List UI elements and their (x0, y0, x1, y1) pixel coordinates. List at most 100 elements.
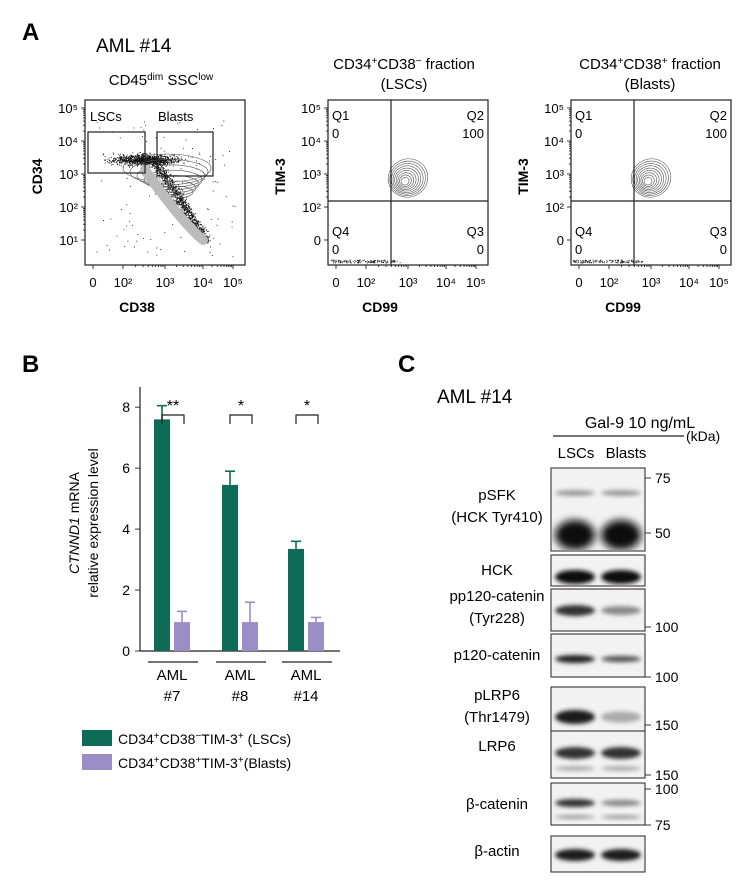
x-axis-label: CD99 (362, 299, 398, 315)
scatter-dots (331, 259, 401, 264)
density-contour (387, 158, 429, 198)
y-axis-label: CTNND1 mRNA (66, 471, 82, 574)
blot-frame (550, 633, 646, 678)
blot-7: β-catenin 100 75 (466, 781, 679, 833)
quadrant-name: Q4 (575, 224, 592, 239)
density-tail (140, 165, 208, 245)
kda-marker-label: 75 (655, 470, 671, 486)
blot-label: β-catenin (466, 796, 528, 813)
quadrant-value: 100 (462, 126, 484, 141)
density-contour (643, 177, 653, 186)
significance-mark: * (304, 398, 310, 415)
legend-label: CD34+CD38−TIM-3+ (LSCs) (118, 731, 291, 748)
y-axis-label-line2: relative expression level (85, 448, 101, 597)
blot-4: p120-catenin 100 (454, 633, 679, 685)
bar-blasts (174, 622, 190, 651)
x-tick-label: 10² (357, 275, 376, 290)
group-label: AML (291, 667, 322, 684)
blot-label: HCK (481, 562, 513, 579)
kda-marker-label: 150 (655, 767, 679, 783)
blot-1: pSFK (HCK Tyr410) 75 50 (451, 467, 671, 552)
gate-blasts (156, 131, 214, 177)
density-contour (638, 170, 660, 190)
density-contour (395, 170, 417, 190)
panel-b-letter: B (22, 351, 39, 378)
quadrant-name: Q2 (467, 108, 484, 123)
blot-6: LRP6 150 (478, 730, 679, 783)
density-contour (642, 174, 655, 187)
flow-plot-subtitle: (LSCs) (381, 76, 428, 93)
x-tick-label: 10⁵ (466, 275, 486, 290)
flow-plot-title: CD45dim SSClow (109, 72, 214, 90)
kda-marker-label: 50 (655, 525, 671, 541)
x-tick-label: 10⁵ (709, 275, 729, 290)
bar-blasts (308, 622, 324, 651)
band-lscs (555, 570, 595, 584)
quadrant-name: Q4 (332, 224, 349, 239)
scatter-dots (96, 120, 236, 258)
x-tick-label: 10² (600, 275, 619, 290)
bar-chart: 0 2 4 6 8 CTNND1 mRNA relative expression leve… (66, 387, 340, 771)
y-tick-label: 10³ (545, 167, 564, 182)
x-tick-label: 0 (89, 275, 96, 290)
y-axis-label: CD34 (29, 158, 45, 194)
band-lscs (555, 766, 595, 771)
y-tick-label: 2 (122, 582, 130, 598)
y-tick-label: 10¹ (59, 233, 78, 248)
lane-label-lscs: LSCs (558, 445, 595, 462)
quadrant-name: Q3 (467, 224, 484, 239)
kda-marker-label: 150 (655, 717, 679, 733)
density-contour (637, 167, 662, 192)
band-blasts (601, 490, 641, 496)
significance-bracket (229, 414, 253, 424)
band-lscs (555, 815, 595, 819)
y-tick-label: 0 (122, 643, 130, 659)
y-tick-label: 8 (122, 399, 130, 415)
flow-plots: CD45dim SSClow 10⁵ 10⁴ 10³ 10² 10¹ 0 10² 10³ 10⁴ 1… (29, 56, 732, 315)
scatter-dots (573, 259, 644, 264)
x-tick-label: 0 (332, 275, 339, 290)
band-lscs (555, 490, 595, 496)
group-label: #8 (232, 688, 249, 705)
legend-swatch (82, 754, 112, 770)
band-blasts (601, 815, 641, 819)
significance-bracket (295, 414, 319, 424)
quadrant-name: Q3 (710, 224, 727, 239)
x-tick-label: 10² (114, 275, 133, 290)
blot-label: LRP6 (478, 738, 516, 755)
quadrant-value: 0 (575, 242, 582, 257)
bar-lscs (154, 419, 170, 651)
flow-plot-subtitle: (Blasts) (625, 76, 676, 93)
bar-lscs (288, 548, 304, 651)
blot-3: pp120-catenin (Tyr228) 100 (449, 588, 678, 635)
events (573, 158, 672, 264)
density-contour (400, 177, 410, 186)
quadrant-value: 0 (575, 126, 582, 141)
events (96, 120, 236, 258)
blot-label: (Thr1479) (464, 709, 530, 726)
bar-lscs (222, 484, 238, 651)
plot-frame (327, 99, 489, 266)
x-tick-label: 10³ (156, 275, 175, 290)
western-blots: Gal-9 10 ng/mL(kDa) LSCs Blasts pSFK (HCK Ty… (449, 415, 720, 873)
quadrant-value: 100 (705, 126, 727, 141)
plot-frame (570, 99, 732, 266)
y-tick-label: 10⁵ (544, 101, 564, 116)
blot-label: β-actin (474, 843, 519, 860)
y-tick-label: 10⁵ (58, 101, 78, 116)
blot-8: β-actin (474, 835, 646, 873)
quadrant-value: 0 (332, 242, 339, 257)
gate-label-blasts: Blasts (158, 109, 194, 124)
x-tick-label: 10⁵ (223, 275, 243, 290)
band-blasts (601, 766, 641, 771)
kda-unit: (kDa) (686, 428, 720, 444)
kda-marker-label: 100 (655, 619, 679, 635)
quadrant-name: Q1 (332, 108, 349, 123)
band-blasts (601, 520, 641, 550)
lane-label-blasts: Blasts (606, 445, 647, 462)
quadrant-name: Q2 (710, 108, 727, 123)
density-contour (391, 163, 424, 195)
panel-a-letter: A (22, 19, 39, 46)
